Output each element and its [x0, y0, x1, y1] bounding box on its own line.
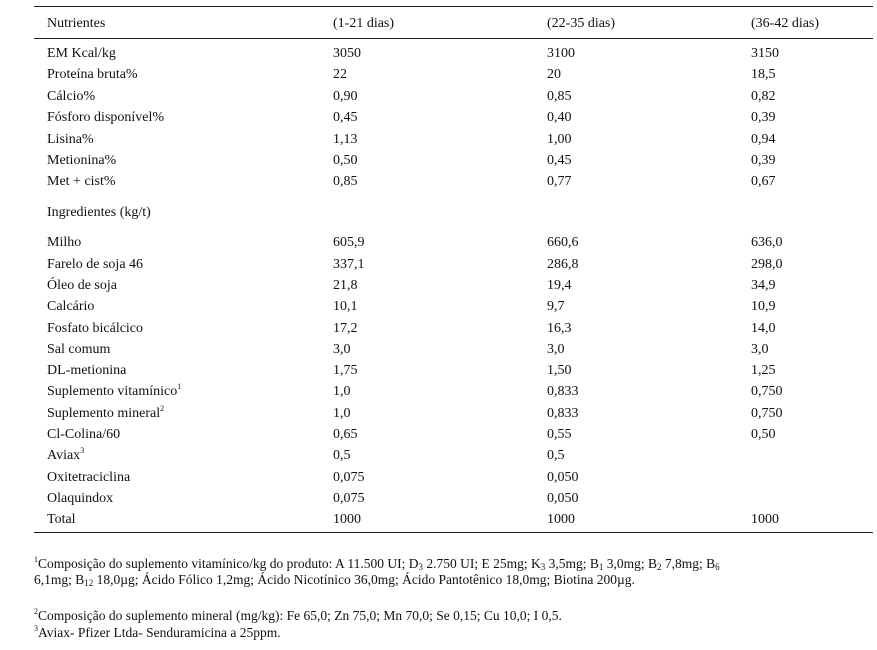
row-label: Cálcio%: [47, 89, 96, 104]
row-label: Proteína bruta%: [47, 67, 138, 82]
row-value: 21,8: [333, 278, 358, 293]
row-value: 34,9: [751, 278, 776, 293]
row-value: 0,40: [547, 110, 572, 125]
row-label: Sal comum: [47, 342, 111, 357]
footnote-marker: 2: [34, 607, 38, 616]
row-label: Calcário: [47, 299, 95, 314]
row-value: 0,39: [751, 110, 776, 125]
row-label: Fósforo disponível%: [47, 110, 165, 125]
row-label: Met + cist%: [47, 174, 116, 189]
row-value: 0,45: [547, 153, 572, 168]
footnote-1: 1Composição do suplemento vitamínico/kg …: [34, 555, 720, 588]
row-value: 0,45: [333, 110, 358, 125]
header-period-2: (22-35 dias): [547, 16, 616, 31]
row-value: 18,5: [751, 67, 776, 82]
row-value: 19,4: [547, 278, 572, 293]
row-label: Suplemento vitamínico1: [47, 382, 182, 400]
footnote-marker: 3: [80, 446, 85, 455]
row-value: 1,75: [333, 363, 358, 378]
row-value: 0,050: [547, 491, 579, 506]
header-period-1: (1-21 dias): [333, 16, 395, 31]
row-value: 0,77: [547, 174, 572, 189]
row-value: 0,55: [547, 427, 572, 442]
row-label: Óleo de soja: [47, 278, 117, 293]
row-value: 0,82: [751, 89, 776, 104]
row-label: Oxitetraciclina: [47, 470, 131, 485]
row-label: Suplemento mineral2: [47, 404, 165, 422]
row-label: Lisina%: [47, 132, 94, 147]
row-label: Cl-Colina/60: [47, 427, 121, 442]
footnote-marker: 1: [177, 382, 182, 391]
row-value: 3,0: [751, 342, 769, 357]
row-value: 3,0: [333, 342, 351, 357]
row-value: 1,50: [547, 363, 572, 378]
bottom-rule: [34, 532, 873, 533]
top-rule: [34, 6, 873, 7]
row-value: 1000: [547, 512, 575, 527]
ingredients-heading: Ingredientes (kg/t): [47, 205, 151, 220]
row-value: 0,90: [333, 89, 358, 104]
row-value: 0,85: [547, 89, 572, 104]
row-value: 14,0: [751, 321, 776, 336]
row-value: 0,750: [751, 384, 783, 399]
row-value: 0,5: [547, 448, 565, 463]
row-value: 1,13: [333, 132, 358, 147]
row-label: DL-metionina: [47, 363, 127, 378]
header-rule: [34, 38, 873, 39]
row-value: 1000: [333, 512, 361, 527]
row-value: 286,8: [547, 257, 579, 272]
row-label: Aviax3: [47, 446, 85, 464]
row-value: 0,833: [547, 384, 579, 399]
footnote-marker: 1: [34, 555, 38, 564]
row-value: 0,5: [333, 448, 351, 463]
row-value: 298,0: [751, 257, 783, 272]
row-value: 16,3: [547, 321, 572, 336]
row-label: Farelo de soja 46: [47, 257, 144, 272]
row-value: 10,9: [751, 299, 776, 314]
row-value: 1000: [751, 512, 779, 527]
row-value: 1,25: [751, 363, 776, 378]
header-period-3: (36-42 dias): [751, 16, 820, 31]
row-value: 0,750: [751, 406, 783, 421]
row-value: 20: [547, 67, 561, 82]
row-value: 22: [333, 67, 347, 82]
footnote-marker: 2: [160, 404, 165, 413]
header-nutrientes: Nutrientes: [47, 16, 106, 31]
row-value: 0,94: [751, 132, 776, 147]
footnote-2: 2Composição do suplemento mineral (mg/kg…: [34, 607, 562, 624]
footnote-marker: 3: [34, 624, 38, 633]
row-value: 0,85: [333, 174, 358, 189]
row-label: Total: [47, 512, 76, 527]
row-value: 337,1: [333, 257, 365, 272]
row-value: 3150: [751, 46, 779, 61]
row-value: 1,0: [333, 384, 351, 399]
row-value: 660,6: [547, 235, 579, 250]
row-value: 3100: [547, 46, 575, 61]
row-value: 0,67: [751, 174, 776, 189]
footnote-3: 3Aviax- Pfizer Ltda- Senduramicina a 25p…: [34, 624, 281, 641]
row-value: 0,050: [547, 470, 579, 485]
row-label: Olaquindox: [47, 491, 114, 506]
row-value: 0,075: [333, 470, 365, 485]
row-value: 3,0: [547, 342, 565, 357]
row-value: 636,0: [751, 235, 783, 250]
row-label: Fosfato bicálcico: [47, 321, 144, 336]
row-value: 605,9: [333, 235, 365, 250]
row-value: 0,075: [333, 491, 365, 506]
row-value: 10,1: [333, 299, 358, 314]
row-value: 3050: [333, 46, 361, 61]
row-value: 17,2: [333, 321, 358, 336]
row-label: EM Kcal/kg: [47, 46, 116, 61]
row-label: Metionina%: [47, 153, 117, 168]
row-value: 0,833: [547, 406, 579, 421]
row-value: 1,00: [547, 132, 572, 147]
row-value: 0,50: [751, 427, 776, 442]
row-label: Milho: [47, 235, 82, 250]
row-value: 0,65: [333, 427, 358, 442]
row-value: 1,0: [333, 406, 351, 421]
row-value: 0,39: [751, 153, 776, 168]
row-value: 9,7: [547, 299, 565, 314]
row-value: 0,50: [333, 153, 358, 168]
